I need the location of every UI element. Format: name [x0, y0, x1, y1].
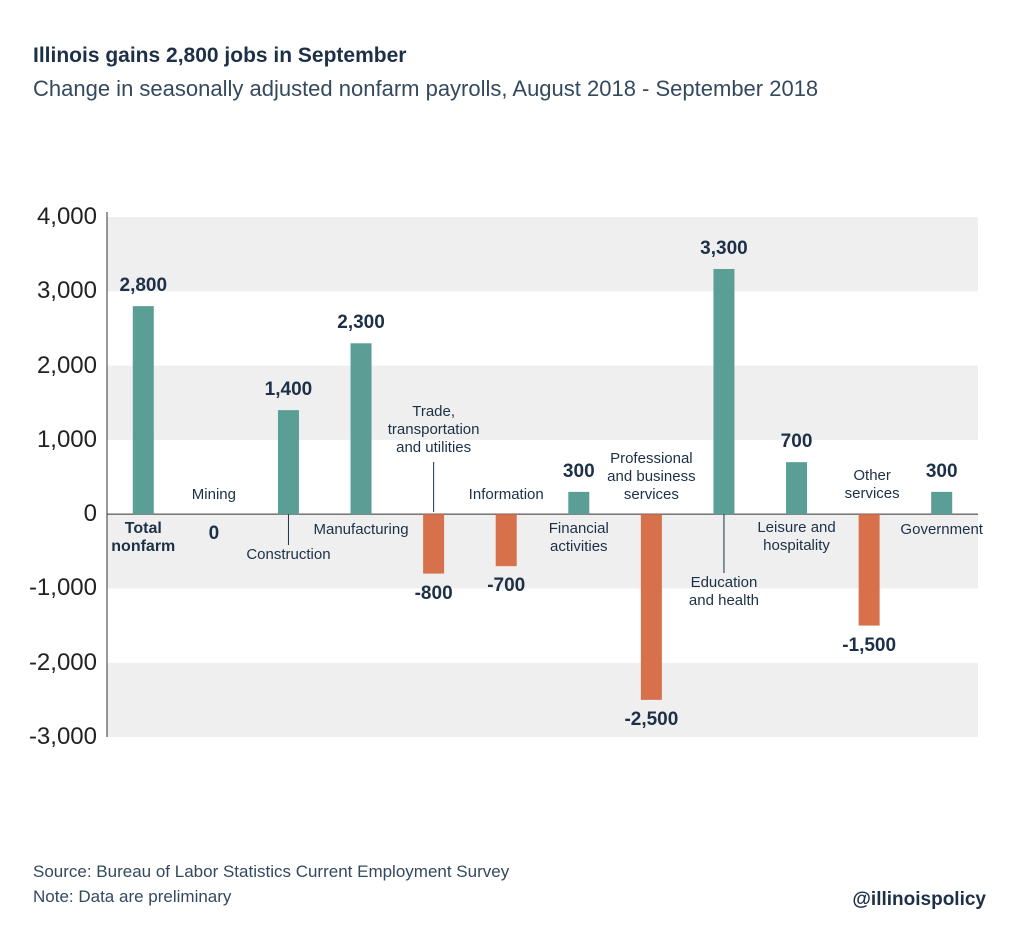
- value-label: 1,400: [264, 379, 313, 401]
- y-tick-label: -3,000: [28, 723, 97, 750]
- x-category-label: Other services: [844, 467, 900, 502]
- value-label: 3,300: [700, 238, 748, 259]
- value-label: -1,500: [842, 634, 897, 656]
- value-label: 2,300: [337, 312, 385, 334]
- x-category-label: Construction: [246, 546, 331, 563]
- value-label: 700: [780, 431, 813, 453]
- value-label: 300: [925, 460, 958, 482]
- grid-band: [107, 514, 978, 589]
- x-category-label: Trade, transportation and utilities: [387, 403, 480, 456]
- credit: @illinoispolicy: [852, 889, 986, 910]
- value-label: 300: [562, 460, 595, 482]
- grid-band: [107, 365, 978, 440]
- bar: [568, 491, 590, 515]
- bar: [858, 514, 880, 626]
- y-tick-label: 3,000: [36, 277, 97, 305]
- grid-band: [107, 439, 978, 515]
- grid-band: [107, 217, 978, 292]
- bar: [350, 343, 372, 515]
- x-category-label: Professional and business services: [607, 450, 696, 503]
- x-category-label: Education and health: [688, 574, 759, 609]
- grid-band: [107, 291, 978, 366]
- y-tick-label: 1,000: [36, 425, 97, 453]
- grid-band: [107, 662, 978, 737]
- x-category-label: Manufacturing: [313, 521, 409, 538]
- x-category-label: Mining: [191, 486, 236, 503]
- y-tick-label: 4,000: [36, 203, 97, 230]
- y-tick-label: -1,000: [28, 574, 97, 602]
- bar: [713, 269, 735, 515]
- value-label: -700: [487, 575, 526, 597]
- bar: [931, 491, 953, 515]
- value-label: -2,500: [624, 708, 679, 730]
- note: Note: Data are preliminary: [33, 887, 232, 906]
- y-tick-label: -2,000: [28, 648, 97, 676]
- value-label: 0: [208, 523, 220, 545]
- chart-subtitle: Change in seasonally adjusted nonfarm pa…: [33, 76, 819, 101]
- grid-band: [107, 588, 978, 663]
- x-category-label: Total nonfarm: [111, 520, 176, 555]
- y-tick-label: 2,000: [36, 351, 97, 379]
- x-category-label: Government: [900, 521, 983, 538]
- value-label: -800: [414, 582, 453, 604]
- y-tick-label: 0: [83, 500, 97, 528]
- bar: [640, 514, 662, 700]
- value-label: 2,800: [119, 275, 168, 297]
- bar: [277, 410, 299, 515]
- bar: [132, 306, 154, 515]
- chart-title: Illinois gains 2,800 jobs in September: [33, 44, 407, 67]
- x-category-label: Leisure and hospitality: [757, 519, 836, 554]
- x-category-label: Information: [468, 486, 544, 503]
- bar: [423, 514, 445, 574]
- x-category-label: Financial activities: [548, 520, 609, 555]
- source: Source: Bureau of Labor Statistics Curre…: [33, 862, 510, 881]
- bar: [786, 462, 808, 515]
- bar: [495, 514, 517, 567]
